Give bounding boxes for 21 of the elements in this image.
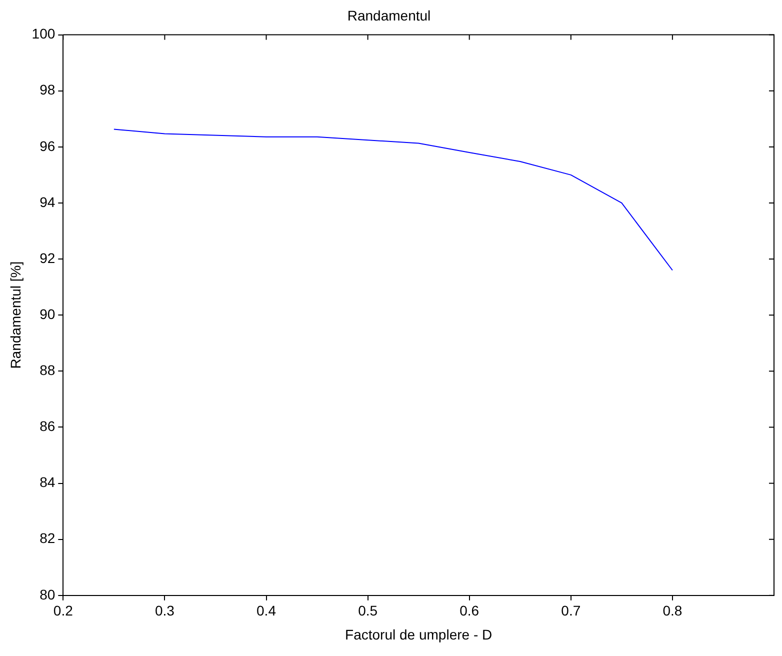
y-tick-label: 92 (40, 250, 56, 266)
x-tick-label: 0.4 (256, 602, 276, 619)
x-tick-label: 0.8 (662, 602, 682, 619)
x-tick-label: 0.7 (561, 602, 581, 619)
y-tick-label: 100 (32, 26, 56, 42)
x-tick-label: 0.2 (53, 602, 74, 619)
y-tick-label: 94 (40, 194, 56, 210)
y-tick-label: 90 (40, 306, 56, 322)
y-tick-label: 84 (40, 474, 56, 490)
x-axis-title: Factorul de umplere - D (345, 626, 492, 642)
x-tick-label: 0.5 (358, 602, 378, 619)
y-tick-label: 96 (40, 138, 56, 154)
y-axis-title: Randamentul [%] (7, 261, 24, 369)
x-tick-label: 0.6 (460, 602, 480, 619)
x-tick-label: 0.3 (154, 602, 175, 619)
y-tick-label: 80 (40, 586, 56, 602)
y-tick-label: 98 (40, 82, 56, 98)
y-tick-label: 88 (40, 362, 56, 378)
y-tick-label: 86 (40, 418, 56, 434)
y-tick-label: 82 (40, 530, 56, 546)
chart-title: Randamentul (347, 7, 431, 24)
